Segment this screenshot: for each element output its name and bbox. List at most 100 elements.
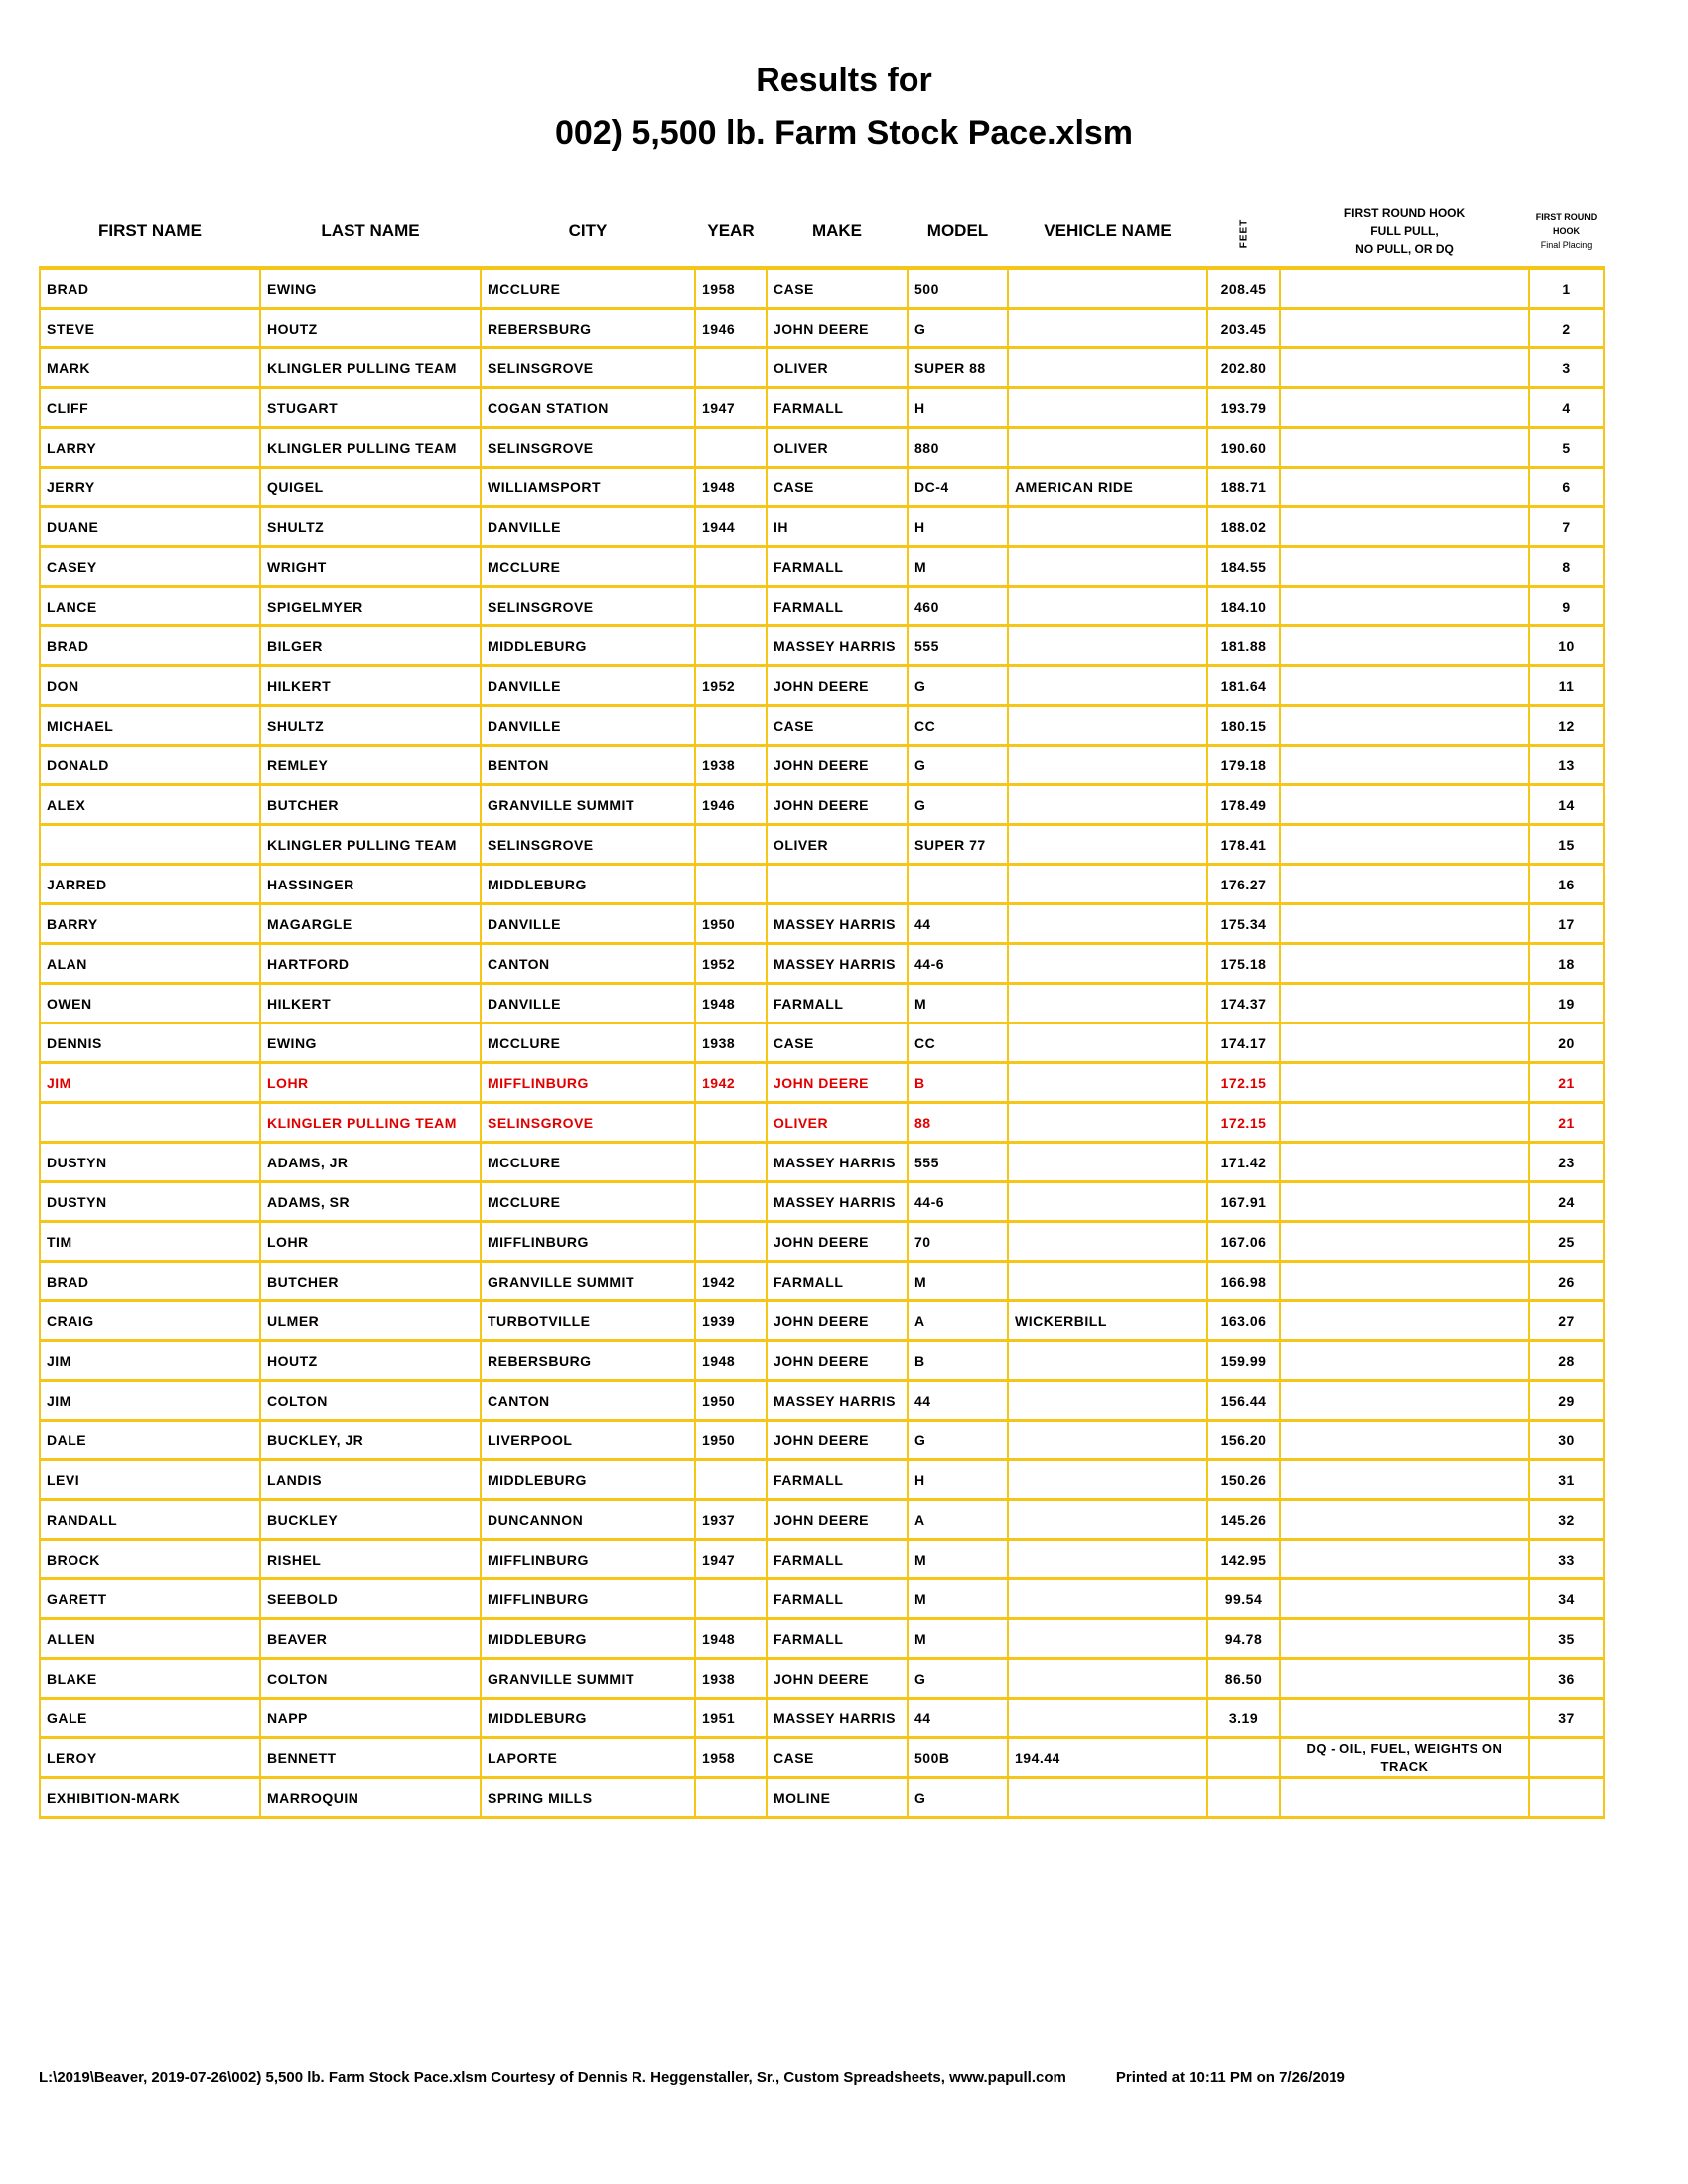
cell-model: SUPER 88 [907, 346, 1009, 389]
results-table: FIRST NAME LAST NAME CITY YEAR MAKE MODE… [39, 197, 1605, 1819]
cell-feet: 159.99 [1206, 1339, 1281, 1382]
cell-city: GRANVILLE SUMMIT [480, 1657, 696, 1700]
cell-hook [1279, 1776, 1530, 1819]
cell-last-name: KLINGLER PULLING TEAM [259, 426, 482, 469]
cell-city: DANVILLE [480, 505, 696, 548]
cell-model: 70 [907, 1220, 1009, 1263]
cell-vehicle-name [1007, 585, 1208, 627]
cell-city: DANVILLE [480, 982, 696, 1024]
cell-first-name: JIM [39, 1339, 261, 1382]
cell-make: FARMALL [766, 386, 909, 429]
cell-feet: 190.60 [1206, 426, 1281, 469]
table-row: TIM LOHR MIFFLINBURG JOHN DEERE 70 167.06 25 [39, 1220, 1605, 1263]
cell-model: G [907, 1657, 1009, 1700]
cell-first-name [39, 823, 261, 866]
cell-placing: 14 [1528, 783, 1605, 826]
cell-hook [1279, 1022, 1530, 1064]
cell-make: IH [766, 505, 909, 548]
cell-first-name: MICHAEL [39, 704, 261, 747]
cell-city: MCCLURE [480, 1180, 696, 1223]
cell-model: SUPER 77 [907, 823, 1009, 866]
cell-feet: 3.19 [1206, 1697, 1281, 1739]
cell-make: JOHN DEERE [766, 744, 909, 786]
title-line-2: 002) 5,500 lb. Farm Stock Pace.xlsm [554, 114, 1134, 152]
cell-last-name: BEAVER [259, 1617, 482, 1660]
cell-year: 1942 [694, 1061, 768, 1104]
cell-year: 1942 [694, 1260, 768, 1302]
cell-placing [1528, 1736, 1605, 1779]
cell-placing: 18 [1528, 942, 1605, 985]
cell-feet: 150.26 [1206, 1458, 1281, 1501]
header-city: CITY [481, 197, 695, 270]
results-body: BRAD EWING MCCLURE 1958 CASE 500 208.45 1 STEVE H… [39, 267, 1605, 1819]
header-feet-label: FEET [1238, 218, 1249, 249]
cell-placing: 10 [1528, 624, 1605, 667]
cell-make: FARMALL [766, 1260, 909, 1302]
cell-first-name: JERRY [39, 466, 261, 508]
cell-placing: 19 [1528, 982, 1605, 1024]
cell-vehicle-name [1007, 1577, 1208, 1620]
cell-hook [1279, 1419, 1530, 1461]
cell-last-name: LANDIS [259, 1458, 482, 1501]
cell-vehicle-name [1007, 744, 1208, 786]
cell-last-name: HOUTZ [259, 1339, 482, 1382]
header-placing: FIRST ROUND HOOK Final Placing [1529, 197, 1604, 270]
cell-last-name: HARTFORD [259, 942, 482, 985]
cell-first-name: DUSTYN [39, 1141, 261, 1183]
cell-vehicle-name [1007, 1657, 1208, 1700]
cell-hook [1279, 1299, 1530, 1342]
cell-placing: 1 [1528, 267, 1605, 310]
cell-feet: 184.10 [1206, 585, 1281, 627]
cell-placing: 9 [1528, 585, 1605, 627]
cell-vehicle-name [1007, 942, 1208, 985]
cell-hook [1279, 585, 1530, 627]
cell-placing: 33 [1528, 1538, 1605, 1580]
cell-city: DANVILLE [480, 664, 696, 707]
cell-last-name: KLINGLER PULLING TEAM [259, 823, 482, 866]
table-row: DUSTYN ADAMS, SR MCCLURE MASSEY HARRIS 44-6 1… [39, 1180, 1605, 1223]
cell-vehicle-name [1007, 426, 1208, 469]
cell-hook [1279, 1538, 1530, 1580]
cell-first-name: LEROY [39, 1736, 261, 1779]
cell-last-name: KLINGLER PULLING TEAM [259, 1101, 482, 1144]
title-line-1: Results for [756, 62, 932, 99]
cell-first-name: RANDALL [39, 1498, 261, 1541]
cell-hook [1279, 823, 1530, 866]
cell-vehicle-name [1007, 1101, 1208, 1144]
cell-vehicle-name: WICKERBILL [1007, 1299, 1208, 1342]
cell-placing: 34 [1528, 1577, 1605, 1620]
cell-vehicle-name [1007, 1379, 1208, 1422]
cell-model: B [907, 1339, 1009, 1382]
cell-city: MIFFLINBURG [480, 1061, 696, 1104]
table-row: MARK KLINGLER PULLING TEAM SELINSGROVE OLIV… [39, 346, 1605, 389]
cell-make: CASE [766, 704, 909, 747]
cell-last-name: COLTON [259, 1657, 482, 1700]
cell-hook [1279, 346, 1530, 389]
table-row: BRAD EWING MCCLURE 1958 CASE 500 208.45 1 [39, 267, 1605, 310]
cell-model: 88 [907, 1101, 1009, 1144]
cell-city: CANTON [480, 942, 696, 985]
cell-hook [1279, 426, 1530, 469]
cell-first-name: JIM [39, 1061, 261, 1104]
cell-city: MIDDLEBURG [480, 1697, 696, 1739]
cell-city: SPRING MILLS [480, 1776, 696, 1819]
cell-city: SELINSGROVE [480, 426, 696, 469]
cell-city: BENTON [480, 744, 696, 786]
header-hook-line2: FULL PULL, [1370, 224, 1439, 238]
cell-last-name: BUCKLEY [259, 1498, 482, 1541]
cell-model: M [907, 982, 1009, 1024]
cell-make: JOHN DEERE [766, 1339, 909, 1382]
cell-model: CC [907, 704, 1009, 747]
cell-year [694, 1577, 768, 1620]
cell-feet: 181.88 [1206, 624, 1281, 667]
cell-vehicle-name [1007, 1220, 1208, 1263]
cell-make [766, 863, 909, 905]
cell-vehicle-name [1007, 1617, 1208, 1660]
cell-year: 1946 [694, 783, 768, 826]
cell-city: MIFFLINBURG [480, 1220, 696, 1263]
table-row: STEVE HOUTZ REBERSBURG 1946 JOHN DEERE G 203.4… [39, 307, 1605, 349]
cell-last-name: BENNETT [259, 1736, 482, 1779]
cell-hook [1279, 1339, 1530, 1382]
cell-last-name: SHULTZ [259, 505, 482, 548]
cell-city: REBERSBURG [480, 307, 696, 349]
